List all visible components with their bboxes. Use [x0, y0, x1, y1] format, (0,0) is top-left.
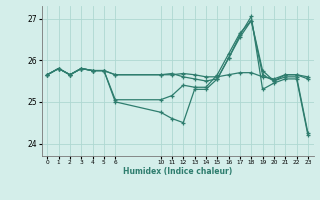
X-axis label: Humidex (Indice chaleur): Humidex (Indice chaleur) [123, 167, 232, 176]
